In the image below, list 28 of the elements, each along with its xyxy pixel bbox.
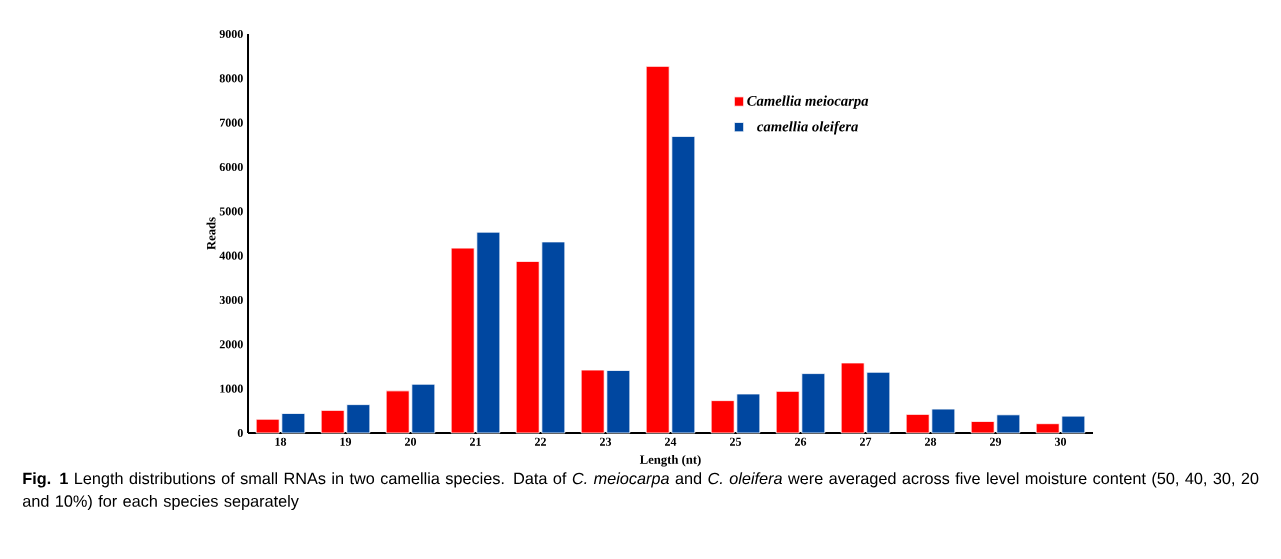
x-tick-label: 18	[275, 437, 287, 446]
legend-label: camellia oleifera	[757, 120, 858, 135]
y-tick-label: 2000	[219, 340, 243, 349]
y-tick-label: 5000	[219, 207, 243, 216]
x-tick-label: 20	[405, 437, 417, 446]
x-axis-title: Length (nt)	[639, 454, 701, 467]
y-tick-label: 4000	[219, 251, 243, 260]
y-tick-label: 9000	[219, 29, 243, 39]
x-tick-label: 23	[600, 437, 612, 446]
text: Fig. 1 Length distributions of small RNAs in two camellia species. Data of C. meiocarpa and C. oleifera were averaged across five level moisture content (50, 40, 30, 20 and 10%) for each species separately	[22, 472, 1259, 511]
x-tick-label: 21	[470, 437, 481, 446]
x-tick-label: 25	[730, 437, 742, 446]
x-tick-label: 24	[665, 437, 677, 446]
y-axis-title: Reads	[206, 217, 216, 250]
x-tick-label: 26	[795, 437, 807, 446]
y-tick-label: 0	[237, 428, 243, 438]
x-tick-label: 30	[1054, 437, 1067, 446]
y-tick-label: 7000	[219, 118, 243, 127]
y-tick-label: 3000	[219, 295, 243, 305]
y-tick-label: 1000	[220, 384, 243, 393]
x-tick-label: 29	[990, 437, 1002, 446]
x-tick-label: 19	[340, 437, 352, 446]
x-tick-label: 27	[860, 437, 872, 446]
y-tick-label: 6000	[219, 162, 243, 172]
x-tick-label: 22	[535, 437, 546, 446]
legend-label: Camellia meiocarpa	[747, 95, 869, 109]
y-tick-label: 8000	[219, 74, 243, 83]
x-tick-label: 28	[925, 437, 937, 446]
